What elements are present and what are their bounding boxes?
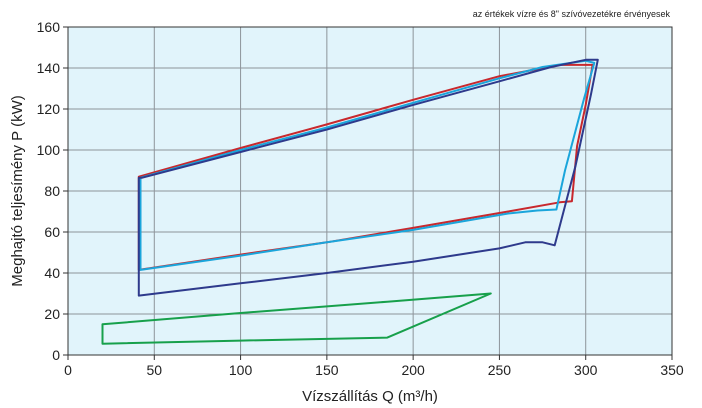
y-tick-label: 160 <box>37 19 61 35</box>
series-curve-2 <box>139 59 596 271</box>
y-tick-label: 140 <box>37 60 61 76</box>
x-tick-label: 0 <box>64 362 72 378</box>
y-tick-label: 40 <box>44 265 60 281</box>
x-tick-label: 200 <box>401 362 425 378</box>
x-tick-label: 350 <box>660 362 684 378</box>
y-tick-label: 20 <box>44 306 60 322</box>
y-tick-label: 80 <box>44 183 60 199</box>
series-curve-3 <box>137 58 599 297</box>
y-tick-label: 120 <box>37 101 61 117</box>
series-curve-4 <box>101 292 492 345</box>
x-axis-ticks: 0 50 100 150 200 250 300 350 <box>64 355 684 378</box>
x-tick-label: 100 <box>229 362 253 378</box>
y-tick-label: 0 <box>52 347 60 363</box>
y-axis-label: Meghajtó teljesímény P (kW) <box>9 95 26 286</box>
x-tick-label: 250 <box>488 362 512 378</box>
x-tick-label: 50 <box>146 362 162 378</box>
x-axis-label: Vízszállítás Q (m³/h) <box>302 388 438 405</box>
series-group <box>101 58 599 345</box>
x-tick-label: 150 <box>315 362 339 378</box>
x-tick-label: 300 <box>574 362 598 378</box>
chart-note: az értékek vízre és 8" szívóvezetékre ér… <box>473 9 671 19</box>
y-axis-ticks: 0 20 40 60 80 100 120 140 160 <box>37 19 68 363</box>
y-tick-label: 100 <box>37 142 61 158</box>
y-tick-label: 60 <box>44 224 60 240</box>
